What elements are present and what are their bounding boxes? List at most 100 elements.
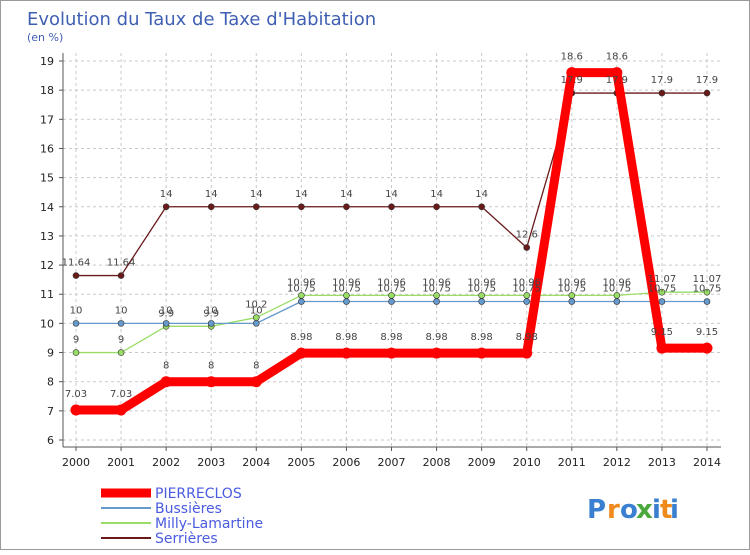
- data-point: [613, 298, 621, 305]
- chart-title: Evolution du Taux de Taxe d'Habitation: [27, 9, 376, 30]
- x-tick-label: 2000: [62, 456, 90, 469]
- data-label: 11.64: [62, 258, 91, 269]
- data-label: 8.98: [380, 332, 402, 343]
- data-label: 9.15: [696, 327, 718, 338]
- data-point: [162, 320, 170, 327]
- x-tick-label: 2001: [107, 456, 135, 469]
- y-tick-label: 9: [47, 347, 54, 360]
- logo-letter: o: [620, 495, 638, 525]
- y-tick-label: 18: [40, 84, 54, 97]
- y-tick-label: 13: [40, 230, 54, 243]
- data-label: 8: [253, 361, 259, 372]
- chart-ylabel: (en %): [27, 31, 63, 44]
- data-label: 10: [160, 305, 173, 316]
- data-label: 18.6: [561, 52, 583, 63]
- data-label: 9.9: [158, 308, 174, 319]
- data-point: [433, 298, 440, 305]
- data-label: 10.96: [287, 277, 316, 288]
- data-label: 17.9: [696, 75, 718, 86]
- data-point: [388, 203, 395, 211]
- logo-letter: P: [587, 495, 606, 525]
- y-tick-label: 14: [40, 201, 54, 214]
- data-point: [658, 288, 666, 296]
- data-point: [252, 320, 260, 327]
- data-label: 14: [160, 189, 173, 200]
- data-point: [478, 203, 485, 211]
- legend-item: Bussières: [101, 501, 222, 517]
- tick-labels: 6 7 8 9 10 11 12 13 14 15 16 17 18 19 2000 2001 2002 2003…: [40, 55, 721, 469]
- data-label: 10.96: [422, 277, 451, 288]
- data-point: [478, 298, 485, 305]
- data-point: [117, 320, 125, 327]
- data-label: 7.03: [110, 389, 132, 400]
- data-point: [521, 347, 533, 359]
- data-label: 8.98: [335, 332, 357, 343]
- data-point: [205, 376, 217, 388]
- logo-letter: i: [670, 495, 679, 525]
- data-point: [523, 244, 531, 251]
- data-label: 11.07: [693, 274, 722, 285]
- data-label: 10.96: [603, 277, 632, 288]
- x-tick-label: 2013: [648, 456, 676, 469]
- data-point: [72, 320, 80, 327]
- data-point: [658, 298, 666, 305]
- data-label: 10.75: [557, 284, 586, 295]
- y-tick-label: 17: [40, 113, 54, 126]
- data-label: 10.75: [287, 284, 316, 295]
- data-point: [343, 203, 350, 211]
- data-label: 10.96: [557, 277, 586, 288]
- data-label: 17.9: [651, 75, 673, 86]
- data-label: 9: [73, 335, 79, 346]
- data-label: 9.9: [203, 308, 219, 319]
- logo-letter: r: [607, 495, 620, 525]
- data-label: 10.75: [603, 284, 632, 295]
- legend-item: PIERRECLOS: [101, 486, 242, 502]
- data-point: [162, 203, 170, 211]
- data-label: 10.75: [422, 284, 451, 295]
- data-label: 10.75: [693, 284, 722, 295]
- data-label: 9: [118, 335, 124, 346]
- y-tick-label: 10: [40, 317, 54, 330]
- data-label: 10.2: [245, 300, 267, 311]
- data-point: [701, 342, 713, 354]
- data-point: [160, 376, 172, 388]
- data-label: 10: [115, 305, 128, 316]
- data-label: 10.75: [332, 284, 361, 295]
- data-point: [656, 342, 668, 354]
- data-label: 8.98: [516, 332, 538, 343]
- data-point: [431, 347, 443, 359]
- y-tick-label: 7: [47, 405, 54, 418]
- data-label: 10: [70, 305, 83, 316]
- data-point: [658, 89, 666, 97]
- legend-label: Serrières: [155, 531, 218, 547]
- legend-label: Milly-Lamartine: [155, 516, 263, 532]
- data-label: 12.6: [516, 230, 538, 241]
- data-point: [117, 349, 125, 356]
- data-point: [388, 298, 395, 305]
- data-point: [340, 347, 352, 359]
- data-label: 14: [430, 189, 443, 200]
- logo-letter: i: [652, 495, 661, 525]
- data-label: 8: [163, 361, 169, 372]
- data-label: 14: [295, 189, 308, 200]
- data-label: 17.9: [561, 75, 583, 86]
- data-label: 10.75: [512, 284, 541, 295]
- series-serri-res: [72, 89, 711, 279]
- x-tick-label: 2003: [197, 456, 225, 469]
- x-tick-label: 2006: [332, 456, 360, 469]
- data-label: 10.96: [332, 277, 361, 288]
- x-tick-label: 2008: [423, 456, 451, 469]
- y-tick-label: 11: [40, 288, 54, 301]
- data-label: 18.6: [606, 52, 628, 63]
- data-point: [703, 298, 711, 305]
- legend-item: Serrières: [101, 531, 218, 547]
- data-point: [386, 347, 397, 359]
- x-tick-label: 2014: [693, 456, 721, 469]
- data-label: 14: [475, 189, 488, 200]
- y-tick-label: 19: [40, 55, 54, 68]
- data-label: 10.96: [377, 277, 406, 288]
- data-point: [115, 404, 127, 416]
- data-point: [523, 298, 531, 305]
- x-tick-label: 2007: [378, 456, 406, 469]
